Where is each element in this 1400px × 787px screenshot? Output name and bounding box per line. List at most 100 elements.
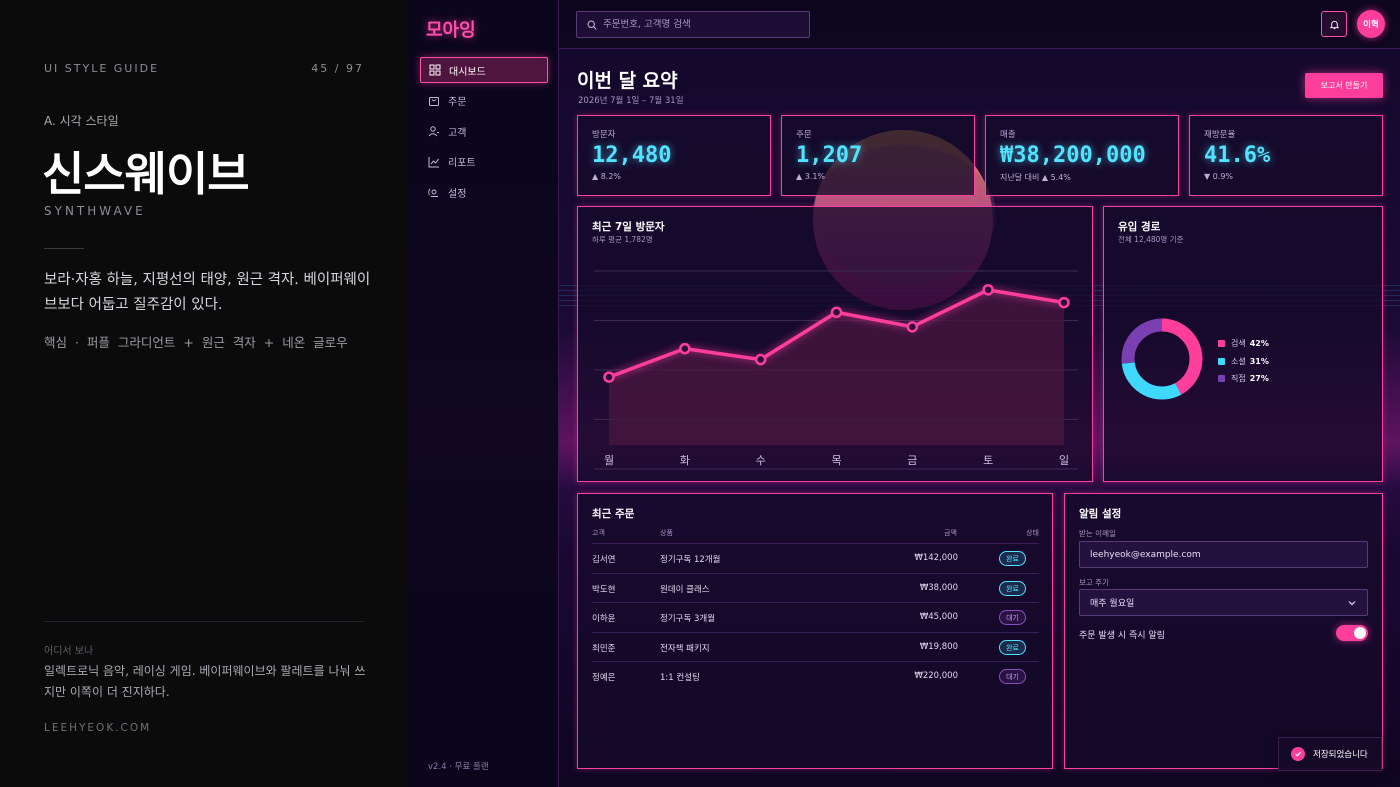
guide-subtitle: SYNTHWAVE (44, 204, 146, 218)
guide-section: A. 시각 스타일 (44, 114, 119, 128)
status-badge: 대기 (999, 610, 1026, 625)
sidebar-item-report[interactable]: 리포트 (420, 149, 548, 175)
stat-delta: ▼ 0.9% (1204, 172, 1234, 181)
sidebar-item-settings[interactable]: 설정 (420, 179, 548, 205)
cycle-select-value: 매주 월요일 (1090, 599, 1135, 609)
col-header-customer: 고객 (592, 529, 605, 537)
visitors-chart-card: 최근 7일 방문자 하루 평균 1,782명 월 화 수 목 금 토 일 (577, 206, 1093, 482)
cycle-label: 보고 주기 (1079, 578, 1109, 587)
cycle-select[interactable]: 매주 월요일 (1079, 589, 1368, 616)
stat-card-visitors: 방문자 12,480 ▲ 8.2% (577, 115, 771, 196)
table-row[interactable]: 박도현 원데이 클래스 ₩38,000 완료 (592, 573, 1039, 603)
version-label: v2.4 · 무료 플랜 (428, 762, 489, 772)
sources-subtitle: 전체 12,480명 기준 (1118, 235, 1184, 244)
settings-icon (428, 188, 438, 197)
sidebar-item-label: 주문 (448, 97, 467, 108)
guide-top-label: UI STYLE GUIDE (44, 62, 160, 75)
topbar: 이혁 (559, 0, 1400, 49)
order-amount: ₩19,800 (919, 642, 958, 652)
status-badge: 완료 (999, 581, 1026, 596)
style-guide-panel: UI STYLE GUIDE 45 / 97 A. 시각 스타일 신스웨이브 S… (0, 0, 408, 787)
x-tick-label: 금 (907, 454, 917, 467)
order-amount: ₩220,000 (914, 671, 958, 681)
order-customer: 정예은 (592, 673, 616, 683)
saved-toast: 저장되었습니다 (1278, 737, 1382, 771)
donut-slice (1121, 318, 1203, 400)
stat-label: 재방문율 (1204, 130, 1236, 140)
sidebar-item-label: 대시보드 (449, 66, 486, 78)
x-tick-label: 토 (983, 454, 993, 467)
instant-alert-toggle[interactable] (1336, 625, 1368, 641)
sources-title: 유입 경로 (1118, 221, 1161, 233)
stat-value: ₩38,200,000 (1000, 143, 1146, 168)
table-row[interactable]: 이하윤 정기구독 3개월 ₩45,000 대기 (592, 602, 1039, 632)
data-point (603, 371, 615, 383)
col-header-product: 상품 (660, 529, 673, 537)
legend-name: 직접 (1231, 374, 1246, 384)
order-amount: ₩45,000 (919, 612, 958, 622)
stat-value: 12,480 (592, 143, 672, 168)
x-tick-label: 월 (604, 454, 614, 467)
data-point (1058, 296, 1070, 309)
sidebar: 모아잉 대시보드 주문 고객 리포트 (408, 0, 559, 787)
stat-card-orders: 주문 1,207 ▲ 3.1% (781, 115, 975, 196)
sources-legend: 검색 42% 소셜 31% 직접 27% (1218, 335, 1269, 388)
stat-card-return-rate: 재방문율 41.6% ▼ 0.9% (1189, 115, 1383, 196)
search-input[interactable] (603, 19, 793, 30)
status-badge: 대기 (999, 669, 1026, 684)
donut-slice (1121, 318, 1203, 400)
guide-core: 핵심 · 퍼플 그라디언트 + 원근 격자 + 네온 글로우 (44, 335, 348, 350)
legend-pct: 27% (1249, 374, 1269, 384)
create-report-button[interactable]: 보고서 만들기 (1305, 73, 1383, 98)
x-tick-label: 일 (1059, 453, 1069, 467)
legend-swatch (1218, 340, 1225, 348)
stat-label: 방문자 (592, 130, 616, 140)
sidebar-item-orders[interactable]: 주문 (420, 88, 548, 114)
check-icon (1291, 747, 1305, 761)
sidebar-item-customers[interactable]: 고객 (420, 118, 548, 144)
legend-pct: 31% (1249, 356, 1269, 366)
legend-swatch (1218, 357, 1225, 365)
order-product: 정기구독 12개월 (660, 555, 721, 565)
visitors-chart-title: 최근 7일 방문자 (592, 221, 665, 233)
orders-title: 최근 주문 (592, 508, 635, 520)
area-fill (609, 289, 1064, 445)
customers-icon (428, 126, 439, 137)
table-row[interactable]: 최민준 전자책 패키지 ₩19,800 완료 (592, 632, 1039, 662)
order-product: 1:1 컨설팅 (660, 673, 700, 683)
order-customer: 최민준 (592, 644, 616, 654)
stat-value: 1,207 (796, 143, 863, 168)
legend-name: 소셜 (1231, 356, 1246, 366)
dashboard-icon (429, 64, 441, 76)
sidebar-item-label: 리포트 (448, 158, 476, 169)
guide-description: 보라·자홍 하늘, 지평선의 태양, 원근 격자. 베이퍼웨이브보다 어둡고 질… (44, 272, 371, 313)
col-header-amount: 금액 (944, 529, 957, 537)
sidebar-item-label: 고객 (448, 127, 467, 139)
col-header-status: 상태 (1026, 529, 1039, 537)
sidebar-item-dashboard[interactable]: 대시보드 (420, 57, 548, 83)
search-box[interactable] (576, 11, 810, 38)
sidebar-item-label: 설정 (448, 188, 467, 200)
sidebar-nav: 대시보드 주문 고객 리포트 설정 (420, 57, 548, 210)
sources-card: 유입 경로 전체 12,480명 기준 검색 42% 소셜 31% 직접 27% (1103, 206, 1383, 482)
page-title: 이번 달 요약 (577, 70, 678, 92)
table-row[interactable]: 정예은 1:1 컨설팅 ₩220,000 대기 (592, 661, 1039, 691)
order-product: 전자책 패키지 (660, 644, 710, 654)
toast-text: 저장되었습니다 (1313, 750, 1368, 760)
stat-value: 41.6% (1204, 143, 1271, 168)
page-counter: 45 / 97 (311, 62, 364, 75)
legend-swatch (1218, 375, 1225, 383)
bell-icon (1329, 20, 1339, 29)
date-range: 2026년 7월 1일 – 7월 31일 (578, 96, 684, 106)
table-row[interactable]: 김서연 정기구독 12개월 ₩142,000 완료 (592, 543, 1039, 573)
order-customer: 박도현 (592, 585, 616, 595)
app-logo[interactable]: 모아잉 (426, 20, 476, 41)
x-tick-label: 목 (831, 454, 841, 467)
guide-where-heading: 어디서 보나 (44, 646, 94, 657)
email-field[interactable]: leehyeok@example.com (1079, 541, 1368, 568)
notification-button[interactable] (1321, 11, 1347, 37)
legend-item-direct: 직접 27% (1218, 370, 1269, 388)
avatar[interactable]: 이혁 (1357, 10, 1385, 38)
chevron-down-icon (1348, 601, 1356, 606)
